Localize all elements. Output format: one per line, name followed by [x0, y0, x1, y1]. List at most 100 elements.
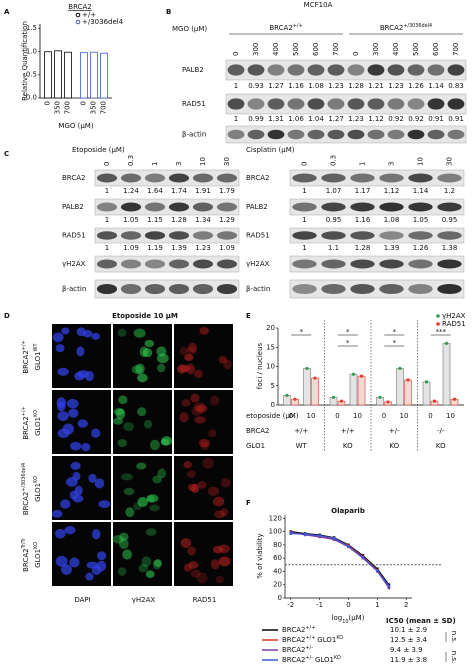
data-point: [293, 397, 297, 401]
nucleus: [157, 468, 167, 479]
row-label: BRCA2+/3036del4: [21, 463, 30, 515]
blot-band: [437, 173, 462, 183]
nucleus: [125, 507, 135, 518]
x-axis-label: log10(μM): [332, 614, 365, 625]
blot-band: [407, 129, 425, 140]
blot-band: [347, 129, 365, 140]
text-part: +/+: [293, 23, 303, 29]
legend-label: BRCA2+/+: [282, 625, 315, 634]
column-label: RAD51: [193, 596, 217, 604]
lane-label: 1: [151, 162, 159, 166]
condition-label: 10: [446, 412, 455, 420]
blot-band: [408, 259, 433, 269]
y-tick-label: 0.0: [26, 94, 37, 102]
blot-band: [96, 283, 118, 295]
text-part: KO: [33, 410, 39, 417]
blot-band: [120, 202, 142, 212]
blot-band: [350, 231, 375, 240]
nucleus: [179, 346, 189, 356]
data-point: [359, 374, 364, 378]
nucleus: [55, 528, 66, 539]
blot-band: [227, 98, 245, 110]
quantification: 1.16: [288, 82, 304, 90]
data-point: [313, 376, 317, 380]
text-part: +/+: [305, 625, 315, 631]
nucleus: [161, 436, 173, 446]
row-label: GLO1: [246, 442, 265, 450]
blot-band: [387, 64, 405, 76]
quantification: 0.83: [448, 82, 464, 90]
blot-band: [327, 98, 345, 110]
text-part: Tr/Tr: [21, 537, 27, 549]
nucleus: [52, 332, 64, 343]
text-part: BRCA2: [380, 24, 403, 32]
quantification: 1: [105, 187, 109, 195]
ic50-value: 12.5 ± 3.4: [390, 636, 428, 644]
quantification: 1.06: [288, 115, 304, 123]
quantification: 1.31: [268, 115, 284, 123]
blot-band: [192, 202, 214, 212]
nucleus: [152, 559, 162, 570]
blot-band: [287, 129, 305, 140]
micrograph: [174, 456, 233, 520]
quantification: 1.05: [413, 216, 429, 224]
lane-label: 500: [292, 43, 300, 56]
quantification: 1.24: [123, 187, 139, 195]
quantification: 0.93: [248, 82, 264, 90]
text-part: GLO1: [34, 549, 42, 568]
nucleus: [117, 567, 127, 576]
y-tick-label: 1.5: [26, 24, 37, 32]
legend-label: BRCA2+/- GLO1KO: [282, 655, 341, 664]
text-part: BRCA2: [282, 656, 305, 664]
text-part: BRCA2: [22, 492, 30, 515]
quantification: 1.05: [123, 216, 139, 224]
genotype-label: +/-: [389, 427, 400, 435]
blot-band: [227, 64, 245, 76]
nucleus: [187, 546, 196, 556]
nucleus: [76, 346, 85, 357]
blot-band: [350, 259, 375, 269]
text-part: BRCA2: [282, 626, 305, 634]
significance: *: [346, 328, 350, 336]
nucleus: [69, 490, 79, 500]
nucleus: [215, 575, 225, 584]
nucleus: [208, 429, 217, 438]
quantification: 1: [302, 187, 306, 195]
nucleus: [223, 359, 232, 370]
blot-band: [216, 259, 238, 269]
lane-label: 600: [432, 43, 440, 56]
quantification: 1: [234, 115, 238, 123]
y-tick-label: 80: [273, 541, 282, 549]
blot-band: [168, 202, 190, 212]
blot-band: [408, 202, 433, 212]
panel-letter: C: [4, 150, 9, 158]
nucleus: [113, 417, 123, 425]
nucleus: [123, 487, 135, 496]
nucleus: [156, 353, 169, 364]
significance: *: [393, 339, 397, 347]
blot-band: [408, 173, 433, 183]
x-tick-label: -2: [287, 601, 294, 609]
nucleus: [185, 363, 196, 375]
blot-band: [408, 283, 433, 295]
nucleus: [137, 496, 148, 508]
nucleus: [220, 478, 231, 488]
bar: [442, 343, 451, 406]
condition-label: 0: [335, 412, 339, 420]
legend-label: BRCA2+/-: [282, 645, 313, 654]
text-part: BRCA2: [282, 646, 305, 654]
group-label: BRCA2+/+: [269, 23, 302, 32]
lane-label: 10: [199, 157, 207, 166]
quantification: 1.28: [171, 216, 187, 224]
chart-title: Olaparib: [331, 507, 365, 515]
treatment-label: Cisplatin (μM): [246, 146, 295, 154]
nucleus: [98, 500, 111, 509]
genotype-label: KO: [389, 442, 399, 450]
nucleus: [57, 411, 69, 422]
y-tick-label: 20: [266, 324, 275, 332]
blot-band: [144, 283, 166, 295]
data-point: [387, 583, 391, 587]
legend-marker: [436, 314, 440, 318]
y-tick-label: 5: [271, 382, 275, 390]
